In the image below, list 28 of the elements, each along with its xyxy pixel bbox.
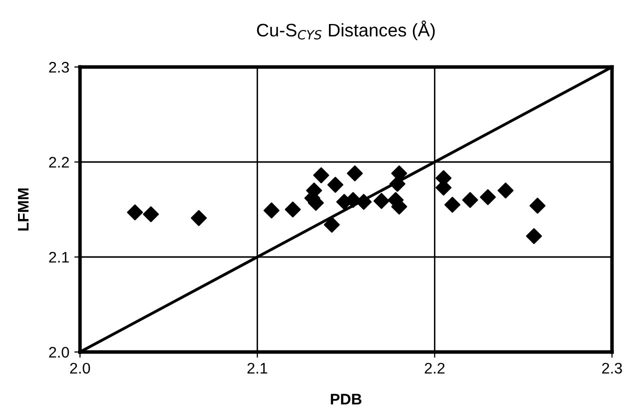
point bbox=[389, 176, 406, 192]
x-tick-label: 2.2 bbox=[424, 362, 445, 374]
y-axis-title: LFMM bbox=[18, 188, 29, 231]
point bbox=[126, 204, 143, 220]
point bbox=[264, 202, 280, 218]
point bbox=[324, 216, 340, 233]
point bbox=[526, 228, 542, 244]
y-tick-label: 2.3 bbox=[49, 62, 69, 73]
point bbox=[373, 192, 390, 209]
y-tick-label: 2.0 bbox=[49, 346, 69, 358]
point bbox=[190, 210, 207, 226]
chart-title: Cu-S$_{CYS}$ Distances (Å) bbox=[257, 20, 435, 40]
x-axis-title: PDB bbox=[330, 394, 362, 404]
point bbox=[480, 189, 496, 206]
y-tick-label: 2.2 bbox=[49, 156, 69, 168]
y-tick-label: 2.1 bbox=[49, 252, 69, 263]
point bbox=[444, 196, 460, 213]
point bbox=[327, 176, 344, 193]
point bbox=[346, 165, 363, 182]
point bbox=[530, 198, 546, 214]
point bbox=[498, 182, 514, 198]
x-tick-label: 2.0 bbox=[70, 362, 90, 374]
point bbox=[142, 206, 159, 222]
point bbox=[284, 202, 301, 218]
x-tick-label: 2.1 bbox=[247, 362, 268, 374]
x-tick-label: 2.3 bbox=[602, 362, 622, 374]
point bbox=[313, 167, 330, 184]
point bbox=[462, 192, 478, 208]
